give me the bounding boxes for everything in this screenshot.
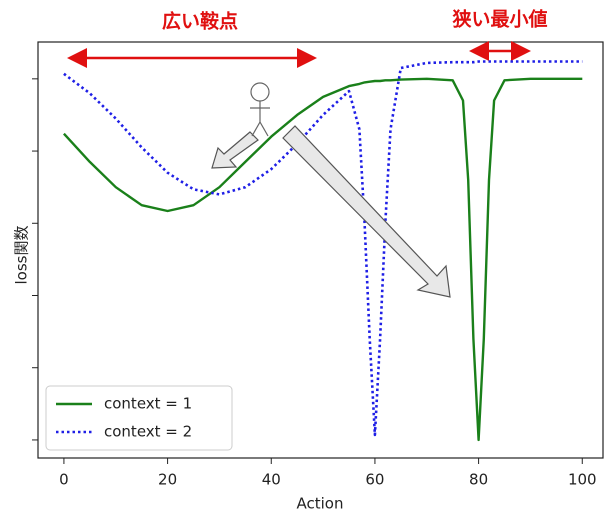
legend-label: context = 1 xyxy=(104,395,192,413)
x-tick-label: 0 xyxy=(59,471,69,489)
x-tick-label: 60 xyxy=(365,471,384,489)
annotation: 広い鞍点 xyxy=(162,10,238,33)
series-line xyxy=(63,60,583,437)
stick-figure xyxy=(250,82,270,137)
plot-area xyxy=(63,60,583,442)
decoration xyxy=(211,82,451,298)
legend-box xyxy=(45,385,233,451)
series-line xyxy=(63,77,583,442)
plot-frame xyxy=(37,41,604,459)
y-axis-label: loss関数 xyxy=(13,226,31,285)
x-tick-label: 100 xyxy=(568,471,597,489)
big-arrow xyxy=(282,125,451,298)
x-tick-label: 40 xyxy=(262,471,281,489)
x-axis-label: Action xyxy=(297,495,344,513)
legend-label: context = 2 xyxy=(104,423,192,441)
x-tick-label: 80 xyxy=(469,471,488,489)
small-arrow xyxy=(211,131,259,169)
x-tick-label: 20 xyxy=(158,471,177,489)
legend: context = 1 context = 2 xyxy=(45,385,233,451)
annotation: 狭い最小値 xyxy=(451,8,547,31)
